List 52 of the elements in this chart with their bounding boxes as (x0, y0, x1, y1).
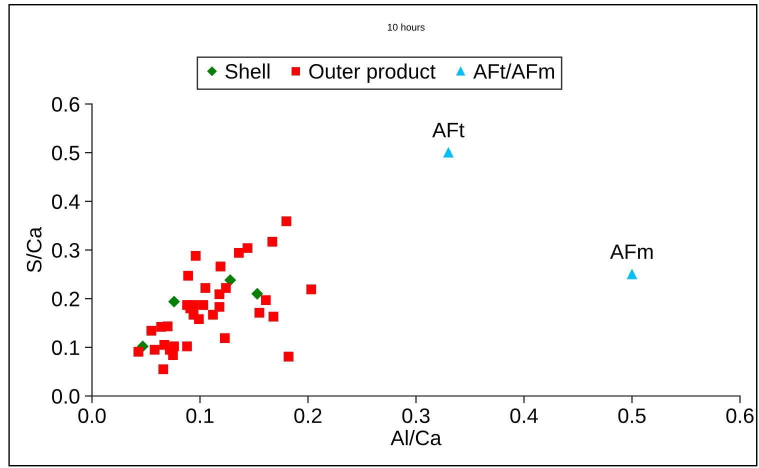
legend-label: Outer product (309, 63, 436, 83)
point (252, 288, 263, 300)
annotation: AFm (610, 244, 653, 259)
y-tick-label: 0.4 (52, 194, 80, 210)
point (134, 346, 144, 357)
x-axis-title: Al/Ca (390, 430, 442, 446)
point (182, 342, 192, 352)
point (216, 262, 226, 272)
y-tick-label: 0.1 (52, 340, 80, 356)
y-tick-label: 0.6 (52, 97, 80, 112)
point (214, 302, 224, 312)
point (190, 250, 201, 261)
y-tick-label: 0.3 (52, 243, 80, 258)
point (200, 283, 210, 293)
point (220, 333, 230, 343)
point (198, 300, 208, 310)
x-tick-label: 0.5 (618, 408, 646, 424)
x-tick-label: 0.1 (186, 408, 214, 424)
point (183, 270, 193, 281)
legend-label: Shell (225, 63, 270, 79)
point (162, 322, 172, 332)
point (234, 248, 244, 258)
point (268, 236, 278, 247)
point (194, 314, 204, 324)
point (168, 296, 180, 308)
point (242, 243, 252, 253)
point (306, 284, 316, 294)
point (627, 269, 637, 280)
x-tick-label: 0.0 (78, 408, 106, 424)
x-tick-label: 0.3 (402, 408, 430, 424)
point (261, 295, 271, 305)
point (158, 364, 168, 374)
point (282, 216, 292, 226)
point (150, 344, 160, 355)
y-axis-title: S/Ca (26, 226, 42, 272)
point (168, 350, 178, 360)
chart-title: 10 hours (388, 24, 425, 31)
point (146, 326, 156, 336)
x-tick-label: 0.4 (510, 408, 538, 424)
legend-label: AFt/AFm (473, 63, 554, 79)
point (221, 283, 231, 293)
y-tick-label: 0.5 (52, 146, 80, 160)
point (444, 148, 454, 158)
y-tick-label: 0.0 (52, 389, 80, 404)
point (284, 352, 294, 362)
x-tick-label: 0.6 (726, 408, 754, 424)
point (254, 308, 264, 318)
x-tick-label: 0.2 (294, 408, 322, 424)
annotation: AFt (432, 122, 464, 138)
y-tick-label: 0.2 (52, 292, 80, 306)
point (208, 310, 218, 320)
point (268, 312, 278, 322)
